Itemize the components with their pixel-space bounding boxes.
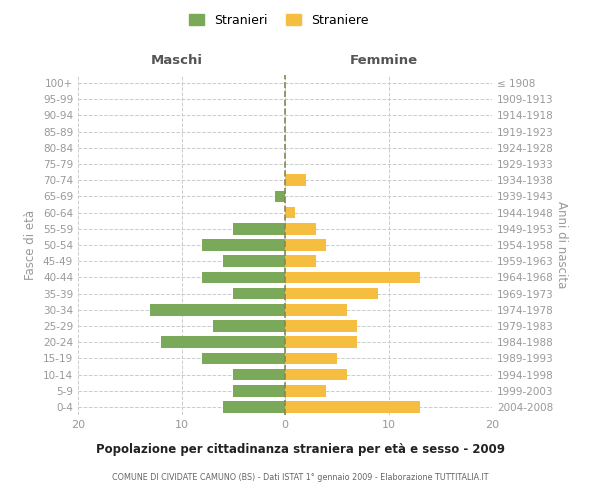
Text: Popolazione per cittadinanza straniera per età e sesso - 2009: Popolazione per cittadinanza straniera p… — [95, 442, 505, 456]
Y-axis label: Anni di nascita: Anni di nascita — [554, 202, 568, 288]
Bar — [285, 385, 326, 396]
Bar — [285, 239, 326, 251]
Bar — [223, 401, 285, 412]
Text: COMUNE DI CIVIDATE CAMUNO (BS) - Dati ISTAT 1° gennaio 2009 - Elaborazione TUTTI: COMUNE DI CIVIDATE CAMUNO (BS) - Dati IS… — [112, 472, 488, 482]
Bar — [285, 320, 358, 332]
Bar — [151, 304, 285, 316]
Y-axis label: Fasce di età: Fasce di età — [25, 210, 37, 280]
Text: Maschi: Maschi — [151, 54, 203, 68]
Bar — [285, 174, 306, 186]
Bar — [285, 288, 378, 300]
Bar — [285, 304, 347, 316]
Text: Femmine: Femmine — [350, 54, 418, 68]
Bar — [233, 223, 285, 234]
Bar — [285, 368, 347, 380]
Bar — [233, 288, 285, 300]
Legend: Stranieri, Straniere: Stranieri, Straniere — [184, 8, 374, 32]
Bar — [285, 256, 316, 267]
Bar — [285, 223, 316, 234]
Bar — [223, 256, 285, 267]
Bar — [285, 207, 295, 218]
Bar — [285, 336, 358, 348]
Bar — [202, 352, 285, 364]
Bar — [275, 190, 285, 202]
Bar — [285, 401, 419, 412]
Bar — [285, 352, 337, 364]
Bar — [233, 385, 285, 396]
Bar — [161, 336, 285, 348]
Bar — [202, 272, 285, 283]
Bar — [202, 239, 285, 251]
Bar — [233, 368, 285, 380]
Bar — [212, 320, 285, 332]
Bar — [285, 272, 419, 283]
